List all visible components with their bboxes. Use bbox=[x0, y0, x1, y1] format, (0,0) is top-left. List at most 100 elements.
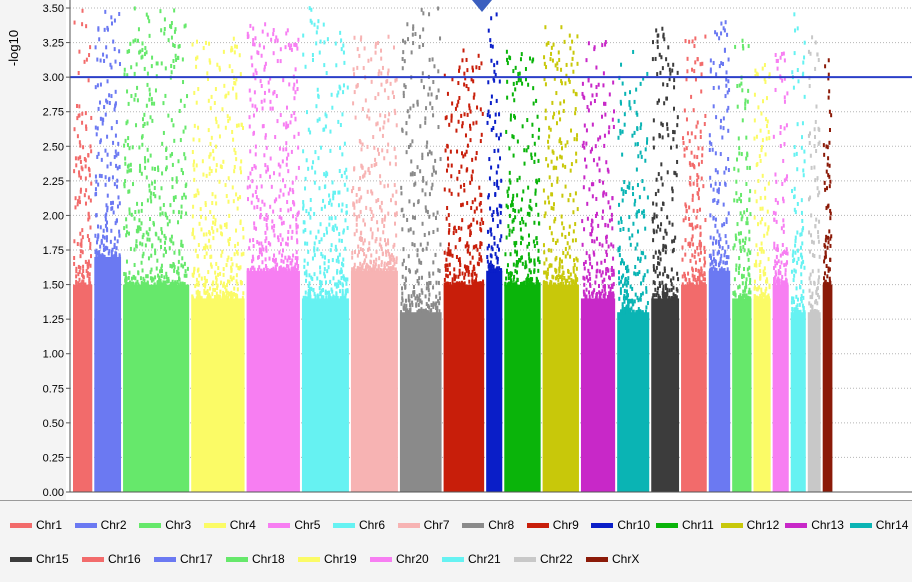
legend-item-chr18[interactable]: Chr18 bbox=[226, 551, 285, 567]
data-point bbox=[598, 290, 601, 295]
legend-label: ChrX bbox=[612, 552, 640, 566]
legend-item-chr2[interactable]: Chr2 bbox=[74, 517, 127, 533]
data-point bbox=[133, 97, 136, 102]
legend-item-chr9[interactable]: Chr9 bbox=[526, 517, 579, 533]
data-point bbox=[372, 264, 375, 269]
data-point bbox=[381, 252, 384, 257]
data-point bbox=[486, 246, 489, 251]
data-point bbox=[204, 216, 207, 221]
data-point bbox=[353, 265, 356, 270]
data-point bbox=[342, 43, 345, 48]
data-point bbox=[764, 289, 767, 294]
data-point bbox=[740, 81, 743, 86]
data-point bbox=[696, 173, 699, 178]
data-point bbox=[126, 73, 129, 78]
data-point bbox=[504, 281, 507, 286]
data-point bbox=[388, 252, 391, 257]
legend-item-chr14[interactable]: Chr14 bbox=[849, 517, 908, 533]
data-point bbox=[344, 295, 347, 300]
data-point bbox=[136, 201, 139, 206]
data-point bbox=[84, 201, 87, 206]
data-point bbox=[619, 290, 622, 295]
legend-item-chr15[interactable]: Chr15 bbox=[10, 551, 69, 567]
data-point bbox=[263, 90, 266, 95]
data-point bbox=[338, 238, 341, 243]
data-point bbox=[719, 257, 722, 262]
data-point bbox=[419, 299, 422, 304]
data-point bbox=[668, 296, 671, 301]
data-point bbox=[583, 276, 586, 281]
data-point bbox=[542, 188, 545, 193]
data-point bbox=[667, 45, 670, 50]
legend-item-chr11[interactable]: Chr11 bbox=[656, 517, 714, 533]
data-point bbox=[369, 260, 372, 265]
legend-item-chr1[interactable]: Chr1 bbox=[10, 517, 62, 533]
legend-item-chr6[interactable]: Chr6 bbox=[333, 517, 385, 533]
data-point bbox=[198, 221, 201, 226]
legend-item-chr16[interactable]: Chr16 bbox=[82, 551, 141, 567]
legend-item-chr12[interactable]: Chr12 bbox=[720, 517, 779, 533]
data-point bbox=[141, 268, 144, 273]
data-point bbox=[676, 70, 679, 75]
legend-item-chrx[interactable]: ChrX bbox=[586, 551, 639, 567]
legend-item-chr22[interactable]: Chr22 bbox=[514, 551, 573, 567]
data-point bbox=[785, 279, 788, 284]
legend-item-chr5[interactable]: Chr5 bbox=[268, 517, 320, 533]
data-point bbox=[640, 122, 643, 127]
data-point bbox=[345, 175, 348, 180]
legend-item-chr13[interactable]: Chr13 bbox=[785, 517, 844, 533]
data-point bbox=[688, 222, 691, 227]
legend-item-chr10[interactable]: Chr10 bbox=[591, 517, 650, 533]
data-point bbox=[709, 175, 712, 180]
data-point bbox=[693, 274, 696, 279]
data-point bbox=[768, 285, 771, 290]
data-point bbox=[209, 152, 212, 157]
data-point bbox=[323, 40, 326, 45]
data-point bbox=[341, 283, 344, 288]
data-point bbox=[717, 85, 720, 90]
data-point bbox=[138, 145, 141, 150]
legend-item-chr3[interactable]: Chr3 bbox=[139, 517, 191, 533]
legend-swatch bbox=[203, 522, 226, 528]
data-point bbox=[183, 24, 186, 29]
data-point bbox=[473, 282, 476, 287]
data-point bbox=[104, 148, 107, 153]
data-point bbox=[662, 82, 665, 87]
data-point bbox=[205, 251, 208, 256]
data-point bbox=[360, 35, 363, 40]
data-point bbox=[302, 200, 305, 205]
data-point bbox=[435, 94, 438, 99]
data-point bbox=[329, 198, 332, 203]
data-point bbox=[583, 292, 586, 297]
legend-item-chr20[interactable]: Chr20 bbox=[370, 551, 429, 567]
data-point bbox=[762, 249, 765, 254]
legend-item-chr7[interactable]: Chr7 bbox=[397, 517, 450, 533]
data-point bbox=[132, 275, 135, 280]
data-point bbox=[560, 25, 563, 30]
data-point bbox=[766, 279, 769, 284]
series-chr13 bbox=[580, 40, 616, 492]
legend-item-chr19[interactable]: Chr19 bbox=[298, 551, 357, 567]
data-point bbox=[597, 284, 600, 289]
data-point bbox=[147, 158, 150, 163]
data-point bbox=[571, 56, 574, 61]
data-point bbox=[811, 306, 814, 311]
data-point bbox=[814, 40, 817, 45]
data-point bbox=[118, 62, 121, 67]
data-point bbox=[588, 294, 591, 299]
data-point bbox=[328, 290, 331, 295]
data-point bbox=[675, 173, 678, 178]
data-point bbox=[437, 88, 440, 93]
data-point bbox=[717, 199, 720, 204]
legend-item-chr8[interactable]: Chr8 bbox=[462, 517, 514, 533]
legend-item-chr17[interactable]: Chr17 bbox=[154, 551, 213, 567]
legend-item-chr4[interactable]: Chr4 bbox=[203, 517, 256, 533]
data-point bbox=[379, 113, 382, 118]
data-point bbox=[405, 266, 408, 271]
data-point bbox=[652, 136, 655, 141]
data-point bbox=[359, 261, 362, 266]
data-point bbox=[712, 264, 715, 269]
data-point bbox=[146, 71, 149, 76]
legend-item-chr21[interactable]: Chr21 bbox=[442, 551, 501, 567]
data-point bbox=[811, 291, 814, 296]
